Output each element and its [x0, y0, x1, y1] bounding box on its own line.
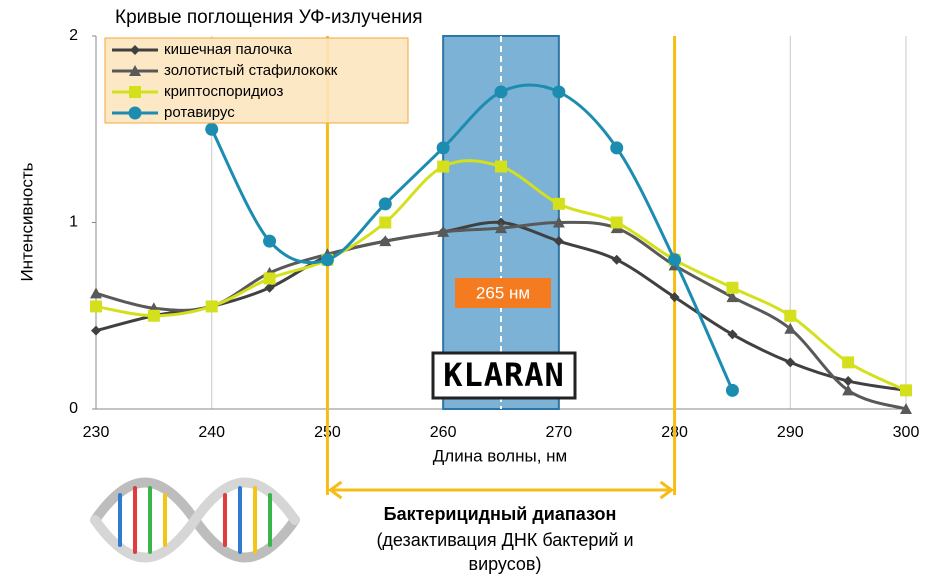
chart-title: Кривые поглощения УФ-излучения	[115, 7, 423, 28]
point	[90, 300, 102, 312]
chart: Кривые поглощения УФ-излучения Длина вол…	[0, 0, 934, 579]
page: {"chart_data": {"type": "line", "title":…	[0, 0, 934, 579]
point	[842, 356, 854, 368]
y-tick-label: 1	[69, 214, 78, 231]
point	[206, 300, 218, 312]
x-tick-label: 260	[430, 424, 457, 441]
point	[148, 310, 160, 322]
point	[263, 235, 276, 248]
x-tick-label: 230	[83, 424, 110, 441]
point	[784, 310, 796, 322]
point	[495, 85, 508, 98]
y-axis-label: Интенсивность	[17, 162, 36, 281]
peak-label: 265 нм	[476, 283, 530, 302]
dna-illustration	[95, 483, 295, 558]
y-tick-label: 2	[69, 27, 78, 44]
range-note: (дезактивация ДНК бактерий и	[376, 530, 633, 550]
point	[610, 141, 623, 154]
legend-label: кишечная палочка	[164, 41, 293, 58]
point	[379, 217, 391, 229]
y-tick-label: 0	[69, 400, 78, 417]
point	[900, 384, 912, 396]
point	[321, 253, 334, 266]
point	[785, 357, 795, 367]
legend-label: золотистый стафилококк	[164, 62, 338, 79]
x-tick-label: 240	[198, 424, 225, 441]
legend-label: ротавирус	[164, 104, 235, 121]
point	[552, 85, 565, 98]
legend-marker	[129, 107, 142, 120]
legend-label: криптоспоридиоз	[164, 83, 283, 100]
point	[495, 161, 507, 173]
range-note: вирусов)	[469, 554, 542, 574]
point	[726, 282, 738, 294]
x-tick-label: 300	[893, 424, 920, 441]
point	[264, 272, 276, 284]
point	[668, 253, 681, 266]
point	[726, 384, 739, 397]
point	[205, 123, 218, 136]
legend-marker	[129, 86, 141, 98]
point	[553, 198, 565, 210]
point	[437, 161, 449, 173]
logo: KLARAN	[443, 356, 565, 394]
x-tick-label: 270	[546, 424, 573, 441]
point	[437, 141, 450, 154]
point	[379, 197, 392, 210]
point	[612, 255, 622, 265]
point	[91, 326, 101, 336]
point	[611, 217, 623, 229]
x-tick-label: 290	[777, 424, 804, 441]
x-axis-label: Длина волны, нм	[433, 446, 567, 465]
point	[90, 287, 102, 298]
range-title: Бактерицидный диапазон	[384, 504, 617, 524]
